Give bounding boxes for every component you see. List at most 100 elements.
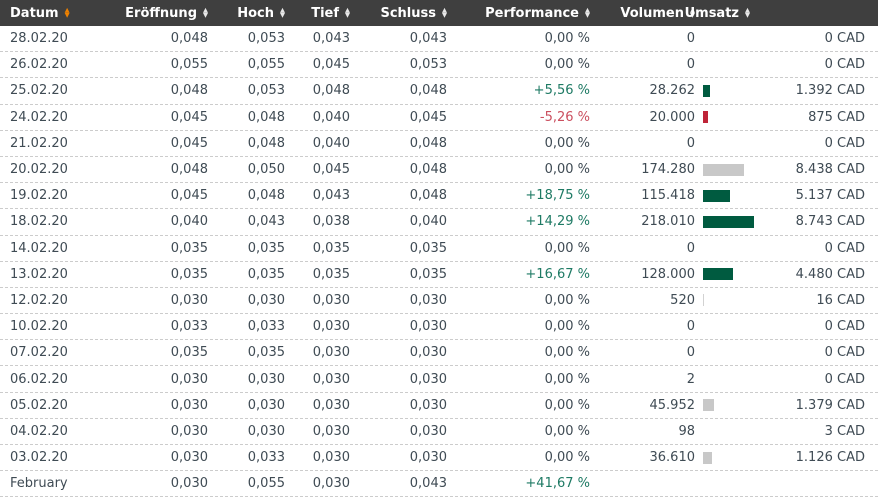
cell-umsatz: 3 CAD — [824, 423, 865, 439]
cell-umsatz: 0 CAD — [824, 371, 865, 387]
cell-volumen: 0 — [686, 135, 695, 151]
cell-volumen: 218.010 — [641, 214, 695, 230]
cell-hoch: 0,033 — [247, 450, 285, 466]
column-header-eroeffnung[interactable]: Eröffnung ▲ ▼ — [125, 6, 208, 21]
column-header-label: Hoch — [237, 5, 274, 21]
cell-eroeffnung: 0,030 — [170, 371, 208, 387]
cell-hoch: 0,053 — [247, 31, 285, 47]
column-header-datum[interactable]: Datum ▲ ▼ — [0, 6, 130, 21]
column-header-volumen[interactable]: Volumen ▲ ▼ — [590, 6, 695, 21]
volume-bar-cell — [695, 215, 763, 228]
sort-icon: ▲ ▼ — [442, 6, 447, 19]
cell-schluss: 0,030 — [409, 345, 447, 361]
cell-hoch: 0,030 — [247, 423, 285, 439]
cell-performance: 0,00 % — [544, 397, 590, 413]
cell-volumen: 45.952 — [649, 397, 696, 413]
column-header-hoch[interactable]: Hoch ▲ ▼ — [208, 6, 285, 21]
cell-tief: 0,048 — [312, 83, 350, 99]
cell-umsatz: 8.438 CAD — [795, 162, 865, 178]
volume-bar-cell — [695, 84, 763, 97]
cell-schluss: 0,043 — [409, 31, 447, 47]
volume-bar — [703, 294, 704, 307]
column-header-tief[interactable]: Tief ▲ ▼ — [285, 6, 350, 21]
cell-umsatz: 1.379 CAD — [795, 397, 865, 413]
cell-hoch: 0,055 — [247, 57, 285, 73]
cell-eroeffnung: 0,030 — [170, 423, 208, 439]
cell-schluss: 0,043 — [409, 476, 447, 492]
cell-tief: 0,030 — [312, 450, 350, 466]
cell-tief: 0,035 — [312, 266, 350, 282]
cell-datum: 19.02.20 — [10, 188, 68, 204]
cell-performance: 0,00 % — [544, 292, 590, 308]
cell-volumen: 0 — [686, 345, 695, 361]
cell-schluss: 0,048 — [409, 162, 447, 178]
table-row: 14.02.20 0,035 0,035 0,035 0,035 0,00 % … — [0, 236, 878, 262]
cell-hoch: 0,050 — [247, 162, 285, 178]
cell-hoch: 0,048 — [247, 135, 285, 151]
column-header-label: Eröffnung — [125, 5, 197, 21]
cell-eroeffnung: 0,030 — [170, 292, 208, 308]
volume-bar — [703, 84, 710, 97]
cell-volumen: 98 — [678, 423, 695, 439]
volume-bar-cell — [695, 111, 763, 124]
cell-tief: 0,040 — [312, 135, 350, 151]
cell-performance: +41,67 % — [525, 476, 590, 492]
cell-tief: 0,038 — [312, 214, 350, 230]
column-header-performance[interactable]: Performance ▲ ▼ — [447, 6, 590, 21]
cell-hoch: 0,035 — [247, 345, 285, 361]
cell-datum: 12.02.20 — [10, 292, 68, 308]
cell-datum: 28.02.20 — [10, 31, 68, 47]
sort-icon: ▲ ▼ — [745, 6, 750, 19]
cell-umsatz: 4.480 CAD — [795, 266, 865, 282]
cell-datum: 03.02.20 — [10, 450, 68, 466]
cell-volumen: 128.000 — [641, 266, 695, 282]
cell-umsatz: 0 CAD — [824, 345, 865, 361]
volume-bar — [703, 111, 708, 124]
cell-performance: 0,00 % — [544, 240, 590, 256]
cell-schluss: 0,048 — [409, 83, 447, 99]
cell-tief: 0,030 — [312, 423, 350, 439]
column-header-schluss[interactable]: Schluss ▲ ▼ — [350, 6, 447, 21]
volume-bar-cell — [695, 268, 763, 281]
cell-schluss: 0,030 — [409, 292, 447, 308]
cell-datum: 07.02.20 — [10, 345, 68, 361]
table-row: 06.02.20 0,030 0,030 0,030 0,030 0,00 % … — [0, 366, 878, 393]
cell-datum: 14.02.20 — [10, 240, 68, 256]
cell-schluss: 0,040 — [409, 214, 447, 230]
cell-schluss: 0,030 — [409, 423, 447, 439]
cell-volumen: 0 — [686, 31, 695, 47]
cell-hoch: 0,053 — [247, 83, 285, 99]
cell-eroeffnung: 0,055 — [170, 57, 208, 73]
table-row: 07.02.20 0,035 0,035 0,030 0,030 0,00 % … — [0, 340, 878, 367]
cell-datum: 05.02.20 — [10, 397, 68, 413]
cell-datum: February — [10, 476, 68, 492]
cell-umsatz: 1.126 CAD — [795, 450, 865, 466]
column-header-umsatz[interactable]: Umsatz ▲ ▼ — [685, 6, 763, 21]
cell-umsatz: 1.392 CAD — [795, 83, 865, 99]
cell-umsatz: 875 CAD — [808, 109, 865, 125]
table-row: 04.02.20 0,030 0,030 0,030 0,030 0,00 % … — [0, 419, 878, 445]
cell-eroeffnung: 0,030 — [170, 450, 208, 466]
cell-performance: 0,00 % — [544, 450, 590, 466]
cell-volumen: 0 — [686, 57, 695, 73]
cell-schluss: 0,048 — [409, 188, 447, 204]
cell-performance: +14,29 % — [525, 214, 590, 230]
cell-performance: 0,00 % — [544, 162, 590, 178]
cell-datum: 21.02.20 — [10, 135, 68, 151]
cell-tief: 0,030 — [312, 371, 350, 387]
cell-umsatz: 0 CAD — [824, 319, 865, 335]
cell-hoch: 0,030 — [247, 371, 285, 387]
cell-eroeffnung: 0,035 — [170, 345, 208, 361]
cell-umsatz: 16 CAD — [816, 292, 865, 308]
cell-datum: 26.02.20 — [10, 57, 68, 73]
cell-hoch: 0,033 — [247, 319, 285, 335]
cell-volumen: 20.000 — [649, 109, 696, 125]
cell-eroeffnung: 0,040 — [170, 214, 208, 230]
cell-schluss: 0,030 — [409, 371, 447, 387]
volume-bar-cell — [695, 399, 763, 412]
sort-icon: ▲ ▼ — [585, 6, 590, 19]
cell-umsatz: 0 CAD — [824, 31, 865, 47]
volume-bar — [703, 215, 754, 228]
table-row: 05.02.20 0,030 0,030 0,030 0,030 0,00 % … — [0, 393, 878, 419]
